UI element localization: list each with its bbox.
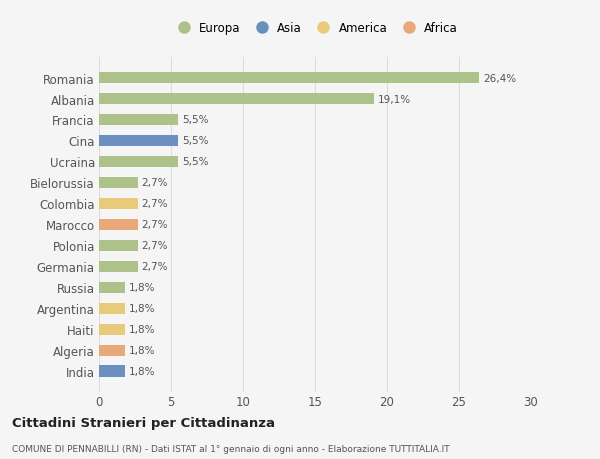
Text: 1,8%: 1,8% [128,346,155,356]
Text: 19,1%: 19,1% [377,94,411,104]
Bar [99,240,138,252]
Text: 5,5%: 5,5% [182,115,208,125]
Bar [99,324,125,336]
Text: 1,8%: 1,8% [128,366,155,376]
Bar [99,135,178,147]
Text: 1,8%: 1,8% [128,325,155,335]
Bar [99,94,374,105]
Bar [99,177,138,189]
Bar [99,73,479,84]
Bar [99,345,125,356]
Text: 26,4%: 26,4% [483,73,516,84]
Bar [99,198,138,210]
Bar [99,219,138,231]
Text: 2,7%: 2,7% [142,178,168,188]
Legend: Europa, Asia, America, Africa: Europa, Asia, America, Africa [170,20,460,37]
Text: 2,7%: 2,7% [142,220,168,230]
Text: 1,8%: 1,8% [128,304,155,313]
Bar [99,303,125,314]
Bar [99,114,178,126]
Text: 2,7%: 2,7% [142,241,168,251]
Text: COMUNE DI PENNABILLI (RN) - Dati ISTAT al 1° gennaio di ogni anno - Elaborazione: COMUNE DI PENNABILLI (RN) - Dati ISTAT a… [12,444,449,453]
Text: 5,5%: 5,5% [182,136,208,146]
Text: Cittadini Stranieri per Cittadinanza: Cittadini Stranieri per Cittadinanza [12,416,275,429]
Bar [99,157,178,168]
Bar [99,366,125,377]
Text: 2,7%: 2,7% [142,262,168,272]
Bar [99,282,125,293]
Text: 1,8%: 1,8% [128,283,155,293]
Text: 2,7%: 2,7% [142,199,168,209]
Bar [99,261,138,273]
Text: 5,5%: 5,5% [182,157,208,167]
